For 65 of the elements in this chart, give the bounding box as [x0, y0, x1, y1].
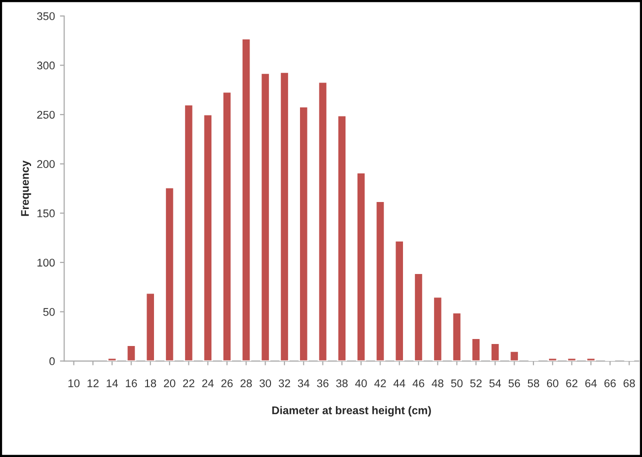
- y-tick-label: 0: [49, 357, 55, 366]
- bar: [375, 200, 386, 362]
- x-tick-label: 66: [604, 379, 616, 388]
- bar: [452, 312, 462, 362]
- bar: [394, 240, 404, 362]
- bar: [298, 106, 309, 362]
- bar: [566, 357, 577, 362]
- x-tick-label: 20: [164, 379, 176, 388]
- y-tick-label: 200: [37, 160, 55, 168]
- y-tick-label: 150: [37, 209, 55, 218]
- x-tick-label: 34: [298, 379, 310, 388]
- bar: [126, 344, 136, 362]
- x-tick-label: 62: [566, 379, 578, 388]
- x-tick-label: 12: [88, 379, 99, 388]
- bar: [490, 342, 500, 362]
- bar: [260, 72, 270, 362]
- x-tick-label: 38: [336, 379, 348, 388]
- y-tick-label: 50: [43, 308, 55, 316]
- bar: [318, 81, 328, 362]
- y-tick-label: 300: [37, 62, 55, 70]
- x-tick-label: 54: [489, 379, 501, 388]
- bar: [356, 172, 366, 362]
- x-tick-label: 64: [585, 379, 597, 388]
- bar: [414, 272, 424, 362]
- x-tick-label: 30: [260, 379, 272, 388]
- x-tick-label: 50: [451, 379, 463, 388]
- bar: [222, 91, 232, 362]
- x-tick-label: 14: [106, 379, 118, 388]
- bar: [145, 292, 156, 362]
- bar: [279, 71, 290, 362]
- bar: [241, 38, 252, 362]
- x-tick-label: 24: [202, 379, 214, 388]
- x-axis-title: Diameter at breast height (cm): [272, 406, 431, 417]
- x-tick-label: 26: [221, 379, 233, 388]
- x-tick-label: 22: [183, 379, 194, 388]
- x-tick-label: 58: [528, 379, 540, 388]
- x-tick-label: 10: [68, 379, 80, 388]
- bar: [164, 186, 175, 362]
- bar: [470, 338, 481, 362]
- x-tick-label: 56: [508, 379, 520, 388]
- bar: [586, 357, 596, 362]
- x-tick-label: 68: [624, 379, 635, 388]
- y-tick-label: 250: [37, 110, 55, 119]
- bar: [202, 114, 213, 362]
- x-tick-label: 18: [145, 379, 156, 388]
- x-tick-label: 48: [432, 379, 444, 388]
- bar: [184, 104, 194, 362]
- y-tick-label: 100: [37, 258, 55, 267]
- x-tick-label: 28: [240, 379, 252, 388]
- x-tick-label: 36: [317, 379, 328, 388]
- x-tick-label: 44: [393, 379, 406, 388]
- x-tick-label: 42: [374, 379, 386, 388]
- x-tick-label: 46: [412, 379, 424, 388]
- bar: [107, 357, 118, 362]
- bar: [548, 357, 558, 362]
- x-tick-label: 16: [126, 379, 137, 388]
- x-tick-label: 32: [278, 379, 290, 388]
- y-axis-title: Frequency: [21, 160, 32, 216]
- x-tick-label: 52: [470, 379, 482, 388]
- bar: [336, 114, 347, 362]
- x-tick-label: 60: [546, 379, 558, 388]
- x-tick-label: 40: [355, 379, 367, 388]
- bar: [432, 296, 443, 362]
- y-tick-label: 350: [37, 12, 55, 20]
- bar: [509, 350, 520, 362]
